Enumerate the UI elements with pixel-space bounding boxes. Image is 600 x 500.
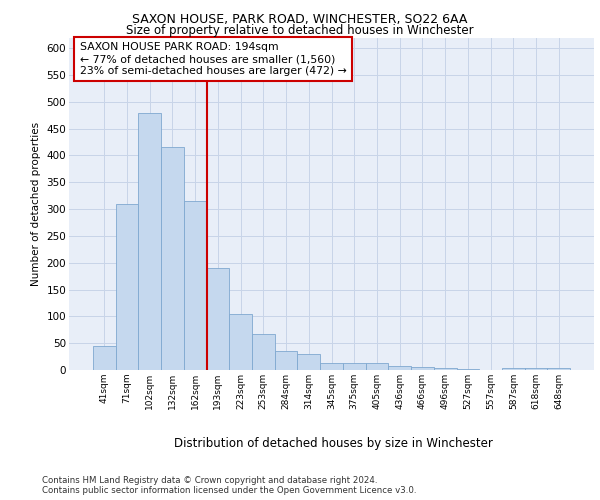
Bar — [524, 368, 547, 370]
Bar — [547, 368, 570, 370]
Bar — [388, 366, 411, 370]
Bar — [343, 363, 365, 370]
Text: Contains HM Land Registry data © Crown copyright and database right 2024.
Contai: Contains HM Land Registry data © Crown c… — [42, 476, 416, 495]
Bar — [139, 112, 161, 370]
Text: SAXON HOUSE PARK ROAD: 194sqm
← 77% of detached houses are smaller (1,560)
23% o: SAXON HOUSE PARK ROAD: 194sqm ← 77% of d… — [79, 42, 346, 76]
Text: Distribution of detached houses by size in Winchester: Distribution of detached houses by size … — [173, 438, 493, 450]
Bar — [411, 368, 434, 370]
Bar — [434, 368, 457, 370]
Bar — [502, 368, 524, 370]
Bar — [298, 354, 320, 370]
Bar — [252, 334, 275, 370]
Bar — [184, 201, 206, 370]
Bar — [320, 363, 343, 370]
Bar — [161, 148, 184, 370]
Bar — [206, 268, 229, 370]
Bar — [365, 363, 388, 370]
Bar — [93, 346, 116, 370]
Y-axis label: Number of detached properties: Number of detached properties — [31, 122, 41, 286]
Text: Size of property relative to detached houses in Winchester: Size of property relative to detached ho… — [126, 24, 474, 37]
Bar — [275, 350, 298, 370]
Bar — [229, 314, 252, 370]
Bar — [116, 204, 139, 370]
Text: SAXON HOUSE, PARK ROAD, WINCHESTER, SO22 6AA: SAXON HOUSE, PARK ROAD, WINCHESTER, SO22… — [133, 12, 467, 26]
